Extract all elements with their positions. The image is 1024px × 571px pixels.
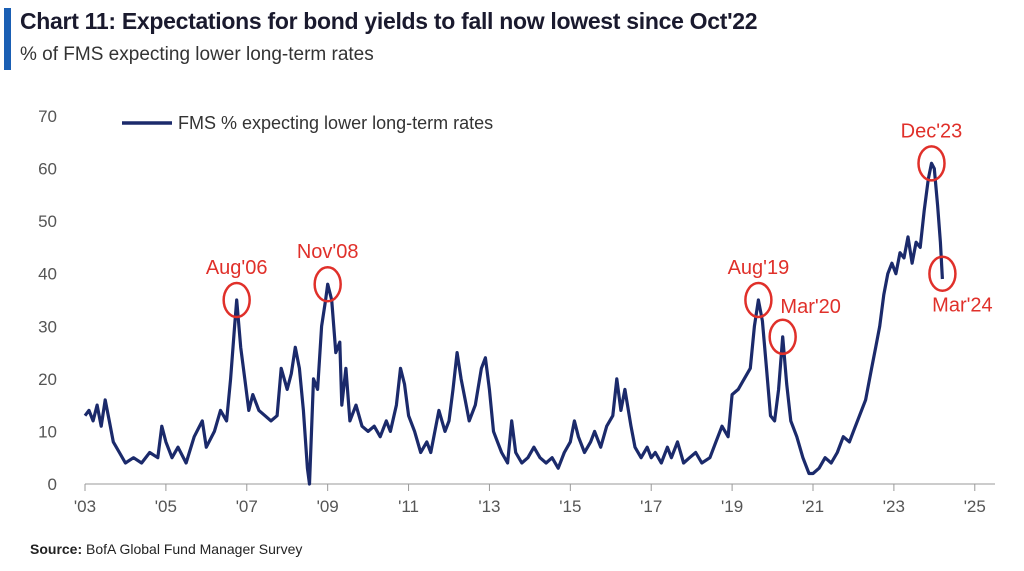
y-tick-label: 30: [38, 317, 57, 336]
annotation-circle: [928, 255, 957, 292]
x-tick-label: '17: [640, 497, 662, 516]
annotation-circle: [744, 281, 773, 319]
title-accent-bar: [4, 8, 11, 70]
annotation-circle: [917, 145, 946, 182]
chart-subtitle: % of FMS expecting lower long-term rates: [20, 44, 374, 65]
legend: FMS % expecting lower long-term rates: [122, 113, 493, 133]
x-tick-label: '05: [155, 497, 177, 516]
x-tick-label: '11: [398, 497, 419, 516]
x-tick-label: '07: [236, 497, 258, 516]
y-tick-label: 70: [38, 107, 57, 126]
x-tick-label: '09: [317, 497, 339, 516]
y-tick-label: 20: [38, 370, 57, 389]
annotation-label: Mar'24: [932, 295, 993, 317]
source-text: BofA Global Fund Manager Survey: [86, 541, 303, 557]
chart-title: Chart 11: Expectations for bond yields t…: [20, 8, 758, 34]
y-tick-label: 0: [48, 475, 57, 494]
annotation-circle: [768, 318, 797, 356]
annotation-circle: [313, 265, 342, 303]
y-tick-label: 40: [38, 265, 57, 284]
y-tick-label: 50: [38, 212, 57, 231]
series-line-fms: [83, 161, 944, 486]
source-note: Source: BofA Global Fund Manager Survey: [30, 541, 302, 557]
source-label: Source:: [30, 541, 83, 557]
annotation-label: Dec'23: [901, 120, 963, 142]
annotation-circle: [222, 281, 251, 319]
annotation-label: Aug'06: [206, 257, 268, 279]
legend-label: FMS % expecting lower long-term rates: [178, 113, 493, 133]
y-tick-label: 10: [38, 422, 57, 441]
annotation-label: Aug'19: [728, 257, 790, 279]
y-tick-label: 60: [38, 160, 57, 179]
x-tick-label: '23: [883, 497, 905, 516]
x-tick-label: '15: [559, 497, 581, 516]
x-tick-label: '25: [964, 497, 986, 516]
annotation-label: Mar'20: [780, 296, 841, 318]
x-tick-label: '03: [74, 497, 96, 516]
annotation-label: Nov'08: [297, 241, 359, 263]
x-tick-label: '21: [802, 497, 824, 516]
x-tick-label: '13: [478, 497, 500, 516]
x-tick-label: '19: [721, 497, 743, 516]
